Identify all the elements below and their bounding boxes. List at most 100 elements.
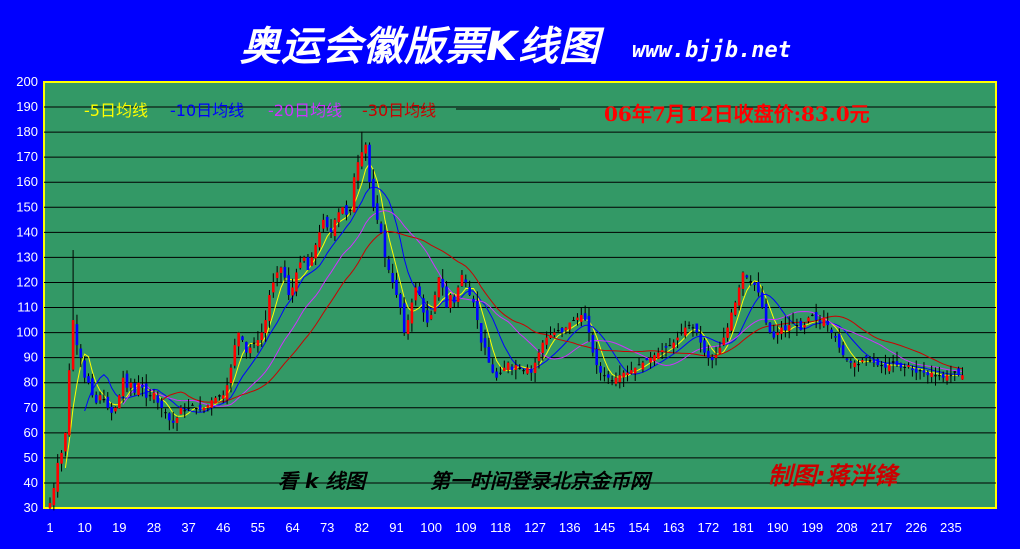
candle-body: [360, 152, 364, 167]
candle-body: [818, 320, 822, 323]
candle-body: [622, 372, 625, 378]
candle-body: [433, 295, 437, 312]
close-price-note: 06年7月12日收盘价:83.0元: [604, 102, 870, 126]
candle-body: [121, 377, 125, 397]
y-tick-label: 170: [16, 149, 38, 164]
candle-body: [460, 274, 464, 287]
candle-body: [853, 362, 856, 368]
candle-body: [934, 375, 937, 377]
candle-body: [791, 322, 795, 324]
candle-body: [687, 324, 691, 326]
candle-body: [657, 352, 660, 359]
candle-body: [676, 337, 679, 341]
x-tick-label: 10: [77, 520, 91, 535]
candle-body: [930, 372, 933, 378]
candle-body: [953, 371, 957, 373]
candle-body: [171, 420, 175, 423]
candle-body: [368, 144, 371, 183]
candle-body: [202, 407, 206, 411]
candle-body: [245, 341, 248, 353]
candle-body: [741, 272, 745, 289]
candle-body: [248, 347, 252, 354]
y-tick-label: 150: [16, 199, 38, 214]
candle-body: [260, 332, 264, 341]
candle-body: [175, 417, 179, 424]
candle-body: [730, 312, 733, 331]
candle-body: [668, 345, 672, 347]
candle-body: [114, 407, 117, 412]
candle-body: [406, 320, 410, 335]
candle-body: [653, 355, 656, 362]
plot-area: [43, 81, 997, 509]
candle-body: [60, 452, 63, 464]
y-tick-label: 140: [16, 224, 38, 239]
candle-body: [576, 317, 579, 321]
candle-body: [152, 392, 156, 400]
candle-body: [52, 487, 56, 506]
candle-body: [372, 178, 375, 208]
candle-body: [830, 329, 833, 333]
candle-body: [672, 342, 675, 349]
candle-body: [472, 298, 475, 303]
candle-body: [318, 232, 321, 248]
candle-body: [379, 223, 383, 233]
candle-body: [888, 365, 891, 372]
candle-body: [141, 384, 144, 388]
candle-body: [476, 300, 479, 321]
candle-body: [352, 177, 356, 213]
candle-body: [214, 397, 217, 404]
candle-body: [383, 230, 387, 258]
legend-item: -30日均线: [362, 101, 436, 120]
candle-body: [707, 350, 710, 358]
x-tick-label: 199: [801, 520, 823, 535]
candle-body: [133, 383, 136, 393]
candle-body: [449, 295, 452, 308]
candle-body: [445, 286, 448, 308]
candle-body: [826, 320, 829, 326]
candle-body: [483, 338, 487, 348]
chart-title: 奥运会徽版票K线图: [240, 24, 600, 70]
candle-body: [580, 315, 583, 322]
candle-body: [56, 462, 59, 492]
candle-body: [568, 322, 572, 330]
legend-item: -5日均线: [84, 101, 148, 120]
candle-body: [764, 303, 768, 323]
candle-body: [102, 399, 106, 401]
x-tick-label: 37: [181, 520, 195, 535]
candle-body: [680, 332, 683, 334]
candle-body: [168, 413, 171, 421]
site-url: www.bjjb.net: [632, 38, 791, 63]
candle-body: [760, 292, 764, 308]
candle-body: [911, 368, 914, 371]
candle-body: [799, 320, 803, 331]
x-tick-label: 109: [455, 520, 477, 535]
candle-body: [737, 287, 741, 306]
candle-body: [868, 360, 872, 362]
y-tick-label: 80: [24, 375, 38, 390]
candle-body: [922, 370, 926, 373]
candle-body: [418, 286, 421, 295]
candle-body: [491, 364, 495, 373]
candle-body: [626, 372, 629, 376]
candle-body: [118, 395, 121, 409]
y-tick-label: 160: [16, 174, 38, 189]
candle-body: [506, 362, 510, 370]
candle-body: [526, 367, 529, 374]
candle-body: [618, 375, 622, 383]
candle-body: [452, 296, 456, 303]
y-tick-label: 50: [24, 450, 38, 465]
candle-body: [745, 275, 749, 278]
x-tick-label: 64: [285, 520, 299, 535]
candle-body: [957, 368, 960, 376]
candle-body: [938, 375, 941, 377]
author-credit: 制图:蒋泮锋: [768, 462, 901, 490]
candle-body: [426, 310, 429, 323]
x-tick-label: 1: [46, 520, 53, 535]
candle-body: [861, 360, 864, 362]
y-tick-label: 180: [16, 124, 38, 139]
candle-body: [841, 345, 845, 356]
candle-body: [537, 352, 541, 362]
x-tick-label: 226: [905, 520, 927, 535]
candle-body: [514, 365, 518, 370]
